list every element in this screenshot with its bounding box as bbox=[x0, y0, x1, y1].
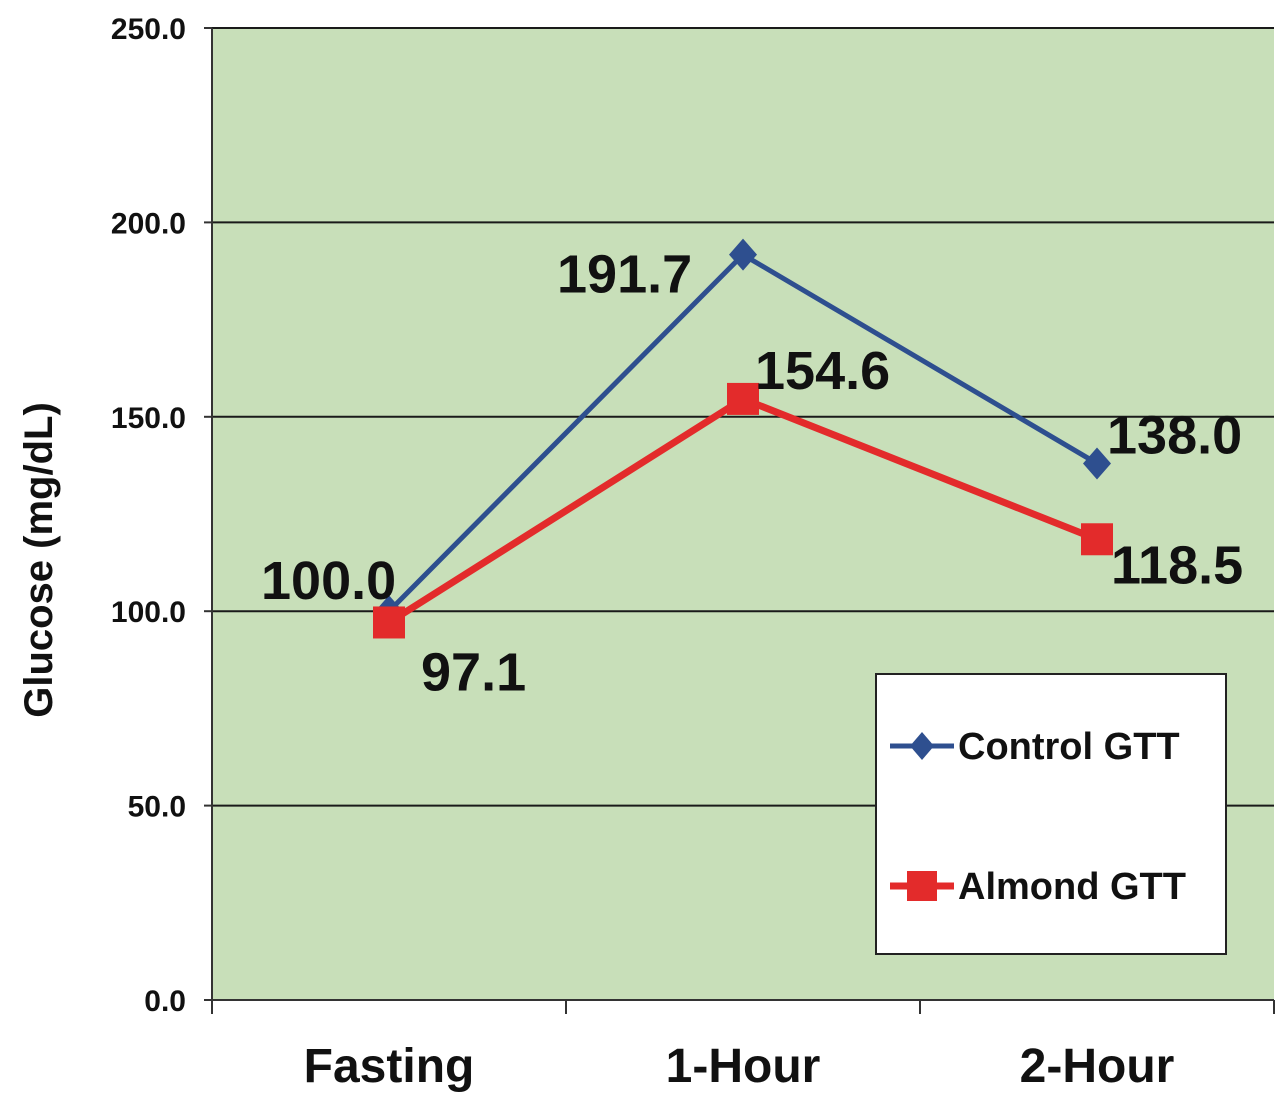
legend-marker-square bbox=[907, 871, 937, 901]
series-group bbox=[373, 238, 1113, 639]
y-tick-label: 250.0 bbox=[111, 13, 186, 46]
data-label: 118.5 bbox=[1111, 535, 1243, 595]
y-tick-label: 200.0 bbox=[111, 207, 186, 240]
data-label: 191.7 bbox=[557, 245, 692, 305]
x-category-label: Fasting bbox=[304, 1040, 475, 1093]
y-axis-title: Glucose (mg/dL) bbox=[17, 402, 61, 718]
data-point-diamond bbox=[1083, 447, 1111, 480]
y-tick-label: 100.0 bbox=[111, 596, 186, 629]
data-point-square bbox=[373, 606, 405, 639]
data-label: 154.6 bbox=[755, 341, 890, 401]
legend-label: Control GTT bbox=[958, 726, 1180, 768]
legend: Control GTT Almond GTT bbox=[875, 673, 1227, 955]
y-tick-label: 150.0 bbox=[111, 402, 186, 435]
x-category-label: 2-Hour bbox=[1020, 1040, 1175, 1093]
x-category-labels: Fasting 1-Hour 2-Hour bbox=[304, 1040, 1175, 1093]
data-point-square bbox=[1081, 523, 1113, 556]
y-tick-label: 50.0 bbox=[128, 791, 186, 824]
legend-marker-diamond bbox=[910, 732, 934, 760]
legend-label: Almond GTT bbox=[958, 866, 1186, 908]
data-labels: 100.0 191.7 138.0 97.1 154.6 118.5 bbox=[261, 245, 1243, 703]
y-tick-labels: 0.0 50.0 100.0 150.0 200.0 250.0 bbox=[111, 13, 212, 1018]
y-tick-label: 0.0 bbox=[144, 985, 186, 1018]
data-label: 97.1 bbox=[421, 642, 526, 702]
data-point-square bbox=[727, 382, 759, 415]
data-point-diamond bbox=[729, 238, 757, 271]
x-category-label: 1-Hour bbox=[666, 1040, 821, 1093]
data-label: 138.0 bbox=[1107, 405, 1242, 465]
legend-box bbox=[875, 673, 1227, 955]
axes bbox=[211, 28, 1275, 1014]
data-label: 100.0 bbox=[261, 551, 396, 611]
